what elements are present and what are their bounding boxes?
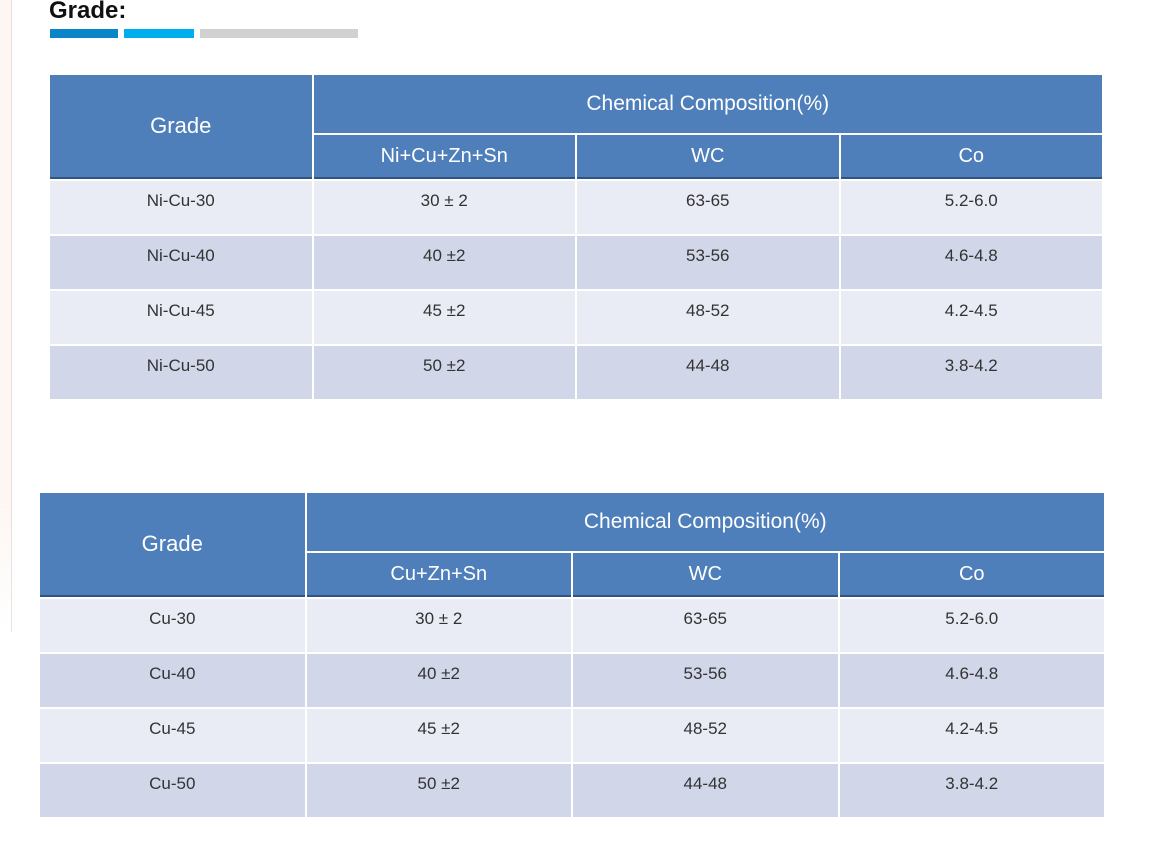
composition-header: Chemical Composition(%): [306, 493, 1104, 551]
table-row: Ni-Cu-50 50 ±2 44-48 3.8-4.2: [50, 346, 1102, 399]
cell-binder: 50 ±2: [313, 346, 575, 399]
cell-binder: 40 ±2: [313, 236, 575, 289]
subheader-binder: Cu+Zn+Sn: [306, 553, 571, 597]
composition-header: Chemical Composition(%): [313, 75, 1102, 133]
subheader-co: Co: [840, 135, 1102, 179]
accent-bar-gray: [200, 29, 358, 38]
cell-wc: 63-65: [577, 181, 839, 234]
cell-grade: Cu-50: [40, 764, 305, 817]
cell-wc: 44-48: [577, 346, 839, 399]
cell-co: 4.2-4.5: [840, 291, 1102, 344]
grade-column-header: Grade: [50, 75, 312, 179]
page-title: Grade:: [49, 0, 127, 24]
subheader-binder: Ni+Cu+Zn+Sn: [313, 135, 575, 179]
cell-co: 4.6-4.8: [840, 236, 1102, 289]
cell-co: 5.2-6.0: [839, 599, 1104, 652]
cell-wc: 63-65: [573, 599, 838, 652]
cell-co: 3.8-4.2: [840, 346, 1102, 399]
grade-column-header: Grade: [40, 493, 305, 597]
table-row: Cu-45 45 ±2 48-52 4.2-4.5: [40, 709, 1104, 762]
table-row: Cu-30 30 ± 2 63-65 5.2-6.0: [40, 599, 1104, 652]
cell-binder: 30 ± 2: [313, 181, 575, 234]
cell-grade: Ni-Cu-30: [50, 181, 312, 234]
cell-co: 5.2-6.0: [840, 181, 1102, 234]
table-row: Ni-Cu-45 45 ±2 48-52 4.2-4.5: [50, 291, 1102, 344]
cell-co: 3.8-4.2: [839, 764, 1104, 817]
table-row: Cu-50 50 ±2 44-48 3.8-4.2: [40, 764, 1104, 817]
table-ni-cu-grades: Grade Chemical Composition(%) Ni+Cu+Zn+S…: [48, 73, 1104, 401]
cell-wc: 53-56: [573, 654, 838, 707]
accent-bars: [50, 29, 358, 38]
table-cu-grades: Grade Chemical Composition(%) Cu+Zn+Sn W…: [38, 491, 1106, 819]
cell-grade: Ni-Cu-40: [50, 236, 312, 289]
cell-grade: Cu-45: [40, 709, 305, 762]
cell-wc: 48-52: [573, 709, 838, 762]
cell-binder: 40 ±2: [306, 654, 571, 707]
cell-binder: 45 ±2: [313, 291, 575, 344]
cell-binder: 50 ±2: [306, 764, 571, 817]
accent-bar-dark-blue: [50, 29, 118, 38]
cell-wc: 44-48: [573, 764, 838, 817]
subheader-wc: WC: [573, 553, 838, 597]
cell-binder: 30 ± 2: [306, 599, 571, 652]
cell-grade: Cu-30: [40, 599, 305, 652]
cell-wc: 48-52: [577, 291, 839, 344]
table-row: Cu-40 40 ±2 53-56 4.6-4.8: [40, 654, 1104, 707]
cell-grade: Ni-Cu-45: [50, 291, 312, 344]
subheader-wc: WC: [577, 135, 839, 179]
cell-wc: 53-56: [577, 236, 839, 289]
cell-binder: 45 ±2: [306, 709, 571, 762]
cell-grade: Ni-Cu-50: [50, 346, 312, 399]
table-row: Ni-Cu-40 40 ±2 53-56 4.6-4.8: [50, 236, 1102, 289]
left-edge-strip: [0, 0, 12, 632]
subheader-co: Co: [839, 553, 1104, 597]
cell-grade: Cu-40: [40, 654, 305, 707]
table-row: Ni-Cu-30 30 ± 2 63-65 5.2-6.0: [50, 181, 1102, 234]
accent-bar-light-blue: [124, 29, 194, 38]
cell-co: 4.6-4.8: [839, 654, 1104, 707]
cell-co: 4.2-4.5: [839, 709, 1104, 762]
